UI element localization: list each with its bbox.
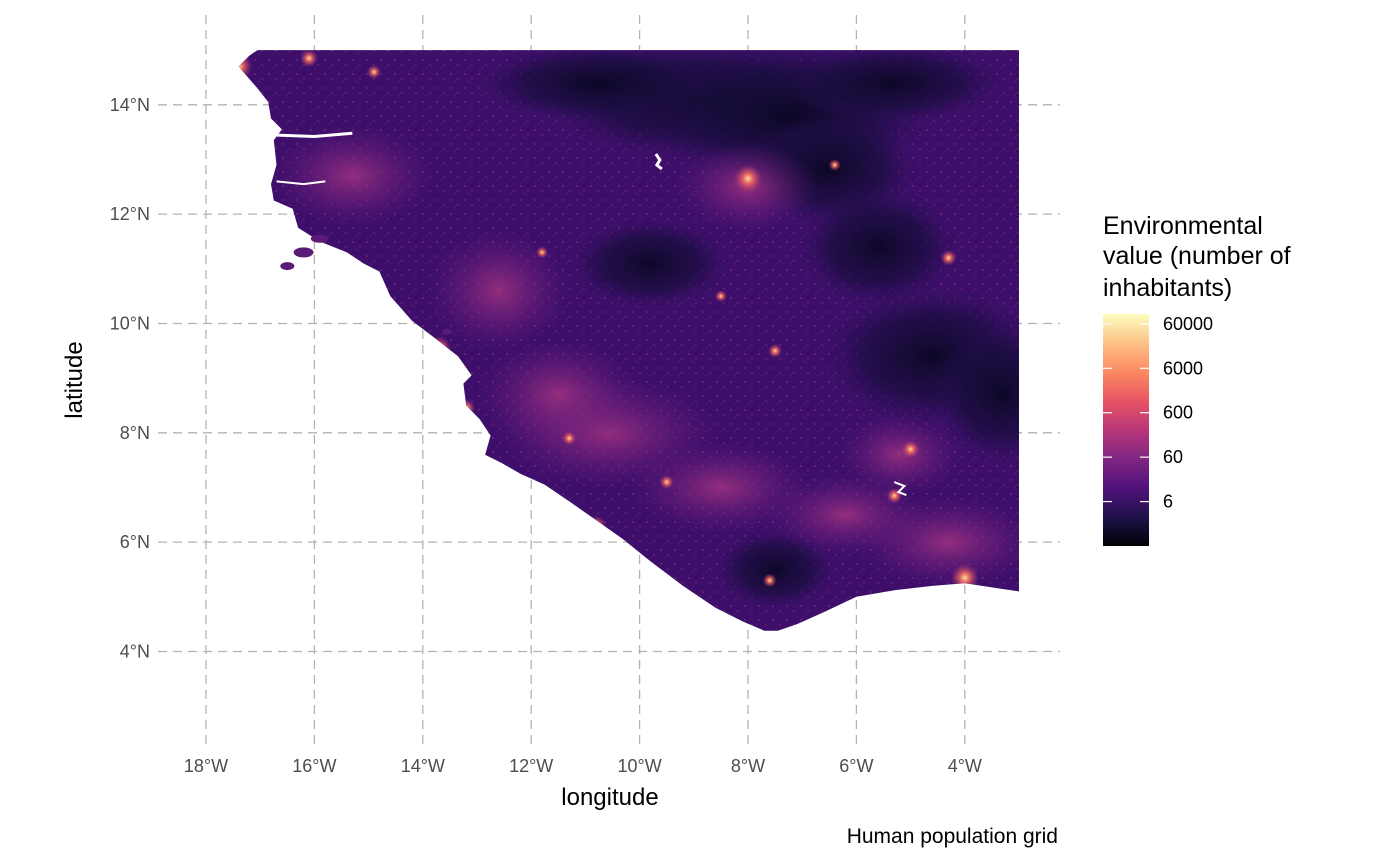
x-tick-label: 18°W (184, 756, 228, 776)
legend-label: 60 (1163, 447, 1183, 467)
city-hotspot (427, 336, 452, 361)
city-hotspot (586, 515, 607, 536)
y-tick-label: 12°N (110, 204, 150, 224)
x-tick-label: 4°W (948, 756, 982, 776)
island (442, 328, 453, 335)
x-tick-label: 16°W (292, 756, 336, 776)
city-hotspot (562, 431, 577, 446)
high-density-region (858, 497, 1019, 588)
city-hotspot (238, 52, 253, 81)
legend-label: 60000 (1163, 314, 1213, 334)
city-hotspot (299, 50, 318, 68)
x-tick-label: 10°W (617, 756, 661, 776)
legend-colorbar (1103, 314, 1149, 546)
high-density-region (272, 125, 433, 226)
city-hotspot (768, 343, 783, 358)
low-density-region (570, 218, 731, 309)
city-hotspot (536, 246, 549, 259)
city-hotspot (762, 573, 777, 588)
low-density-region (784, 50, 1005, 123)
y-tick-label: 6°N (120, 532, 150, 552)
low-density-region (476, 50, 717, 123)
gambia-river (270, 131, 353, 139)
raster-texture (238, 50, 1019, 631)
population-raster (238, 50, 1019, 631)
low-density-region (715, 529, 836, 610)
city-hotspot (659, 475, 674, 490)
high-density-region (839, 414, 960, 495)
high-density-region (428, 230, 569, 351)
casamance-river (276, 180, 326, 186)
legend-label: 600 (1163, 403, 1193, 423)
legend-label: 6 (1163, 492, 1173, 512)
city-hotspot (734, 164, 762, 193)
city-hotspot (714, 290, 727, 303)
y-tick-label: 10°N (110, 313, 150, 333)
low-density-region (798, 186, 959, 307)
x-tick-label: 12°W (509, 756, 553, 776)
legend-title-line-2: value (number of (1103, 242, 1291, 270)
city-hotspot (457, 399, 476, 418)
legend-title-line-1: Environmental (1103, 212, 1263, 240)
city-hotspot (901, 440, 920, 459)
legend-label: 6000 (1163, 358, 1203, 378)
lake-kossou (893, 481, 907, 496)
legend: Environmental value (number of inhabitan… (1103, 212, 1291, 546)
city-hotspot (828, 158, 841, 171)
legend-title-line-3: inhabitants) (1103, 274, 1232, 302)
y-tick-label: 4°N (120, 642, 150, 662)
city-hotspot (367, 64, 382, 79)
x-tick-label: 6°W (839, 756, 873, 776)
island (293, 247, 314, 258)
high-density-region (478, 339, 639, 450)
x-axis-ticks: 18°W 16°W 14°W 12°W 10°W 8°W 6°W 4°W (184, 756, 982, 776)
y-tick-label: 8°N (120, 423, 150, 443)
island (310, 234, 329, 243)
reservoir (654, 153, 663, 171)
x-tick-label: 14°W (401, 756, 445, 776)
y-tick-label: 14°N (110, 95, 150, 115)
caption: Human population grid (847, 825, 1058, 848)
island (280, 262, 295, 271)
x-axis-title: longitude (561, 784, 658, 811)
legend-ticks: 60000 6000 600 60 6 (1103, 314, 1213, 512)
y-axis-ticks: 4°N 6°N 8°N 10°N 12°N 14°N (110, 95, 150, 662)
x-tick-label: 8°W (731, 756, 765, 776)
low-density-region (932, 324, 1019, 465)
city-hotspot (940, 249, 957, 266)
y-axis-title: latitude (61, 341, 88, 418)
high-density-region (630, 442, 811, 533)
